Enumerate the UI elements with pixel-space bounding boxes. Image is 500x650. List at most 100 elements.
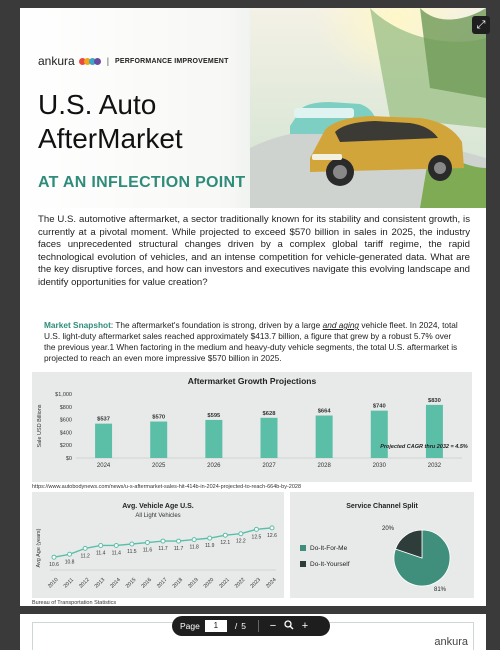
growth-chart-panel: Aftermarket Growth Projections Sale USD …: [32, 372, 472, 482]
snapshot-text-b: vehicle fleet. In 2024, total U.S. light…: [44, 320, 458, 363]
hero-banner: ankura | PERFORMANCE IMPROVEMENT U.S. Au…: [20, 8, 486, 208]
age-x-tick-label: 2012: [78, 577, 91, 590]
logo-wordmark: ankura: [38, 54, 75, 68]
growth-bar-value-label: $537: [97, 417, 110, 423]
age-x-tick-label: 2013: [94, 577, 107, 590]
age-data-label: 12.5: [252, 534, 262, 540]
vehicle-age-source: Bureau of Transportation Statistics: [32, 600, 117, 606]
title-line-1: U.S. Auto: [38, 89, 157, 120]
page-number-input[interactable]: 1: [204, 620, 227, 632]
age-data-point: [222, 532, 228, 538]
growth-bar-value-label: $570: [152, 415, 165, 421]
growth-bar: [260, 417, 278, 458]
growth-bar: [315, 415, 333, 458]
growth-y-tick-label: $800: [60, 405, 72, 411]
expand-icon[interactable]: ⤢: [472, 16, 490, 34]
age-data-label: 11.4: [112, 550, 122, 556]
age-x-tick-label: 2016: [140, 577, 153, 590]
growth-chart-title: Aftermarket Growth Projections: [187, 376, 317, 386]
growth-x-tick-label: 2032: [428, 463, 442, 469]
age-x-tick-label: 2022: [234, 577, 247, 590]
age-data-point: [269, 525, 275, 531]
age-data-label: 11.5: [127, 549, 137, 555]
age-data-point: [144, 540, 150, 546]
age-data-point: [113, 542, 119, 548]
zoom-in-button[interactable]: +: [301, 620, 309, 632]
growth-x-tick-label: 2030: [373, 463, 387, 469]
growth-bar-value-label: $595: [207, 413, 221, 419]
growth-x-tick-label: 2026: [207, 463, 221, 469]
age-x-tick-label: 2010: [47, 577, 60, 590]
age-data-label: 11.2: [80, 553, 90, 559]
logo-tagline: PERFORMANCE IMPROVEMENT: [115, 57, 229, 65]
toolbar-divider: [257, 620, 259, 632]
age-data-label: 10.8: [65, 559, 75, 565]
service-pie-slice: [394, 529, 423, 559]
gold-car-shape: [310, 116, 464, 186]
age-data-label: 11.6: [143, 548, 153, 554]
age-x-tick-label: 2020: [203, 577, 216, 590]
market-snapshot: Market Snapshot: The aftermarket's found…: [44, 320, 464, 364]
service-pie-label: 20%: [382, 526, 395, 532]
snapshot-label: Market Snapshot: [44, 320, 111, 330]
age-data-label: 11.9: [205, 543, 215, 549]
page-title: U.S. Auto AfterMarket: [38, 88, 183, 156]
logo-mark-icon: [78, 57, 101, 65]
service-legend-swatch: [300, 545, 306, 551]
page-2-logo: ankura: [434, 636, 468, 648]
growth-bar: [150, 421, 168, 458]
growth-y-tick-label: $200: [60, 443, 72, 449]
age-data-point: [207, 535, 213, 541]
age-data-label: 11.7: [158, 546, 168, 552]
page-toolbar: Page 1 / 5 − +: [172, 616, 330, 636]
service-pie-label: 81%: [434, 587, 447, 593]
vehicle-age-chart: Avg. Vehicle Age U.S. All Light Vehicles A…: [36, 503, 278, 590]
snapshot-text-a: : The aftermarket's foundation is strong…: [110, 320, 323, 330]
age-data-point: [176, 538, 182, 544]
age-data-point: [67, 551, 73, 557]
age-data-label: 11.4: [96, 550, 106, 556]
growth-bar-value-label: $628: [263, 411, 277, 417]
zoom-out-button[interactable]: −: [269, 620, 277, 632]
service-legend-label: Do-It-For-Me: [310, 545, 348, 552]
growth-y-axis-label: Sale USD Billions: [37, 404, 43, 447]
page-total: 5: [241, 621, 246, 631]
growth-chart-source[interactable]: https://www.autobodynews.com/news/u-s-af…: [32, 484, 302, 490]
growth-y-tick-label: $0: [66, 456, 72, 462]
growth-bar-value-label: $830: [428, 398, 441, 404]
age-data-point: [82, 545, 88, 551]
growth-bar: [425, 404, 443, 458]
page-subtitle: AT AN INFLECTION POINT: [38, 174, 246, 191]
growth-x-tick-label: 2027: [262, 463, 276, 469]
service-channel-chart: Service Channel Split Do-It-For-Me Do-It-Y…: [300, 503, 451, 593]
age-data-point: [51, 554, 57, 560]
growth-y-tick-label: $600: [60, 418, 72, 424]
age-x-tick-label: 2024: [265, 577, 278, 590]
age-data-point: [238, 531, 244, 537]
age-data-label: 12.6: [267, 533, 277, 539]
age-x-tick-label: 2011: [63, 577, 75, 589]
age-data-point: [129, 541, 135, 547]
growth-bar-value-label: $664: [318, 409, 332, 415]
growth-y-tick-label: $400: [60, 430, 72, 436]
page-separator: /: [234, 621, 238, 631]
age-data-label: 10.6: [49, 562, 59, 568]
hero-car-image: [250, 8, 486, 208]
title-line-2: AfterMarket: [38, 123, 183, 154]
page-label: Page: [180, 621, 200, 631]
age-data-point: [191, 537, 197, 543]
intro-paragraph: The U.S. automotive aftermarket, a secto…: [38, 214, 470, 288]
age-x-tick-label: 2014: [109, 577, 122, 590]
growth-bar-value-label: $740: [373, 404, 386, 410]
snapshot-emphasis: and aging: [322, 320, 360, 330]
growth-bar: [95, 423, 113, 458]
growth-bar: [205, 419, 223, 458]
age-x-tick-label: 2015: [125, 577, 138, 590]
age-x-tick-label: 2021: [218, 577, 231, 590]
growth-y-tick-label: $1,000: [55, 392, 72, 398]
age-data-label: 11.7: [174, 546, 184, 552]
age-y-axis-label: Avg Age (years): [36, 528, 42, 567]
age-x-tick-label: 2023: [249, 577, 262, 590]
zoom-icon[interactable]: [281, 619, 297, 633]
